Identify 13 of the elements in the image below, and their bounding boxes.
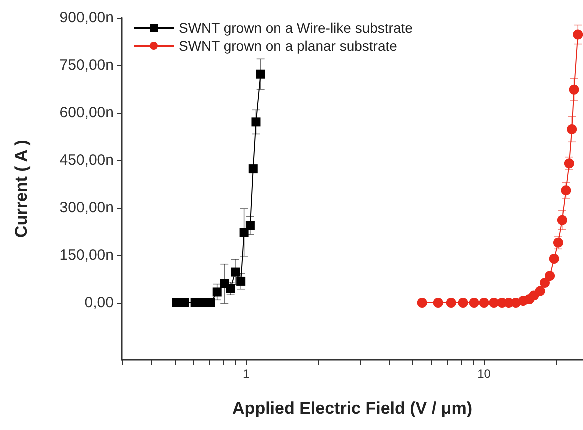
y-axis-title: Current ( A ) (12, 140, 31, 238)
x-tick-label: 1 (243, 367, 250, 381)
x-tick-label: 10 (478, 367, 492, 381)
x-axis-title: Applied Electric Field (V / μm) (232, 399, 472, 418)
y-tick-label: 0,00 (84, 294, 114, 312)
legend-label: SWNT grown on a planar substrate (179, 38, 398, 54)
legend-label: SWNT grown on a Wire-like substrate (179, 20, 414, 36)
y-tick-label: 450,00n (60, 152, 114, 169)
y-tick-label: 750,00n (60, 57, 114, 74)
y-tick-label: 600,00n (60, 104, 114, 122)
y-tick-label: 150,00n (60, 247, 114, 264)
y-tick-label: 300,00n (60, 200, 114, 216)
y-tick-label: 900,00n (60, 10, 114, 26)
